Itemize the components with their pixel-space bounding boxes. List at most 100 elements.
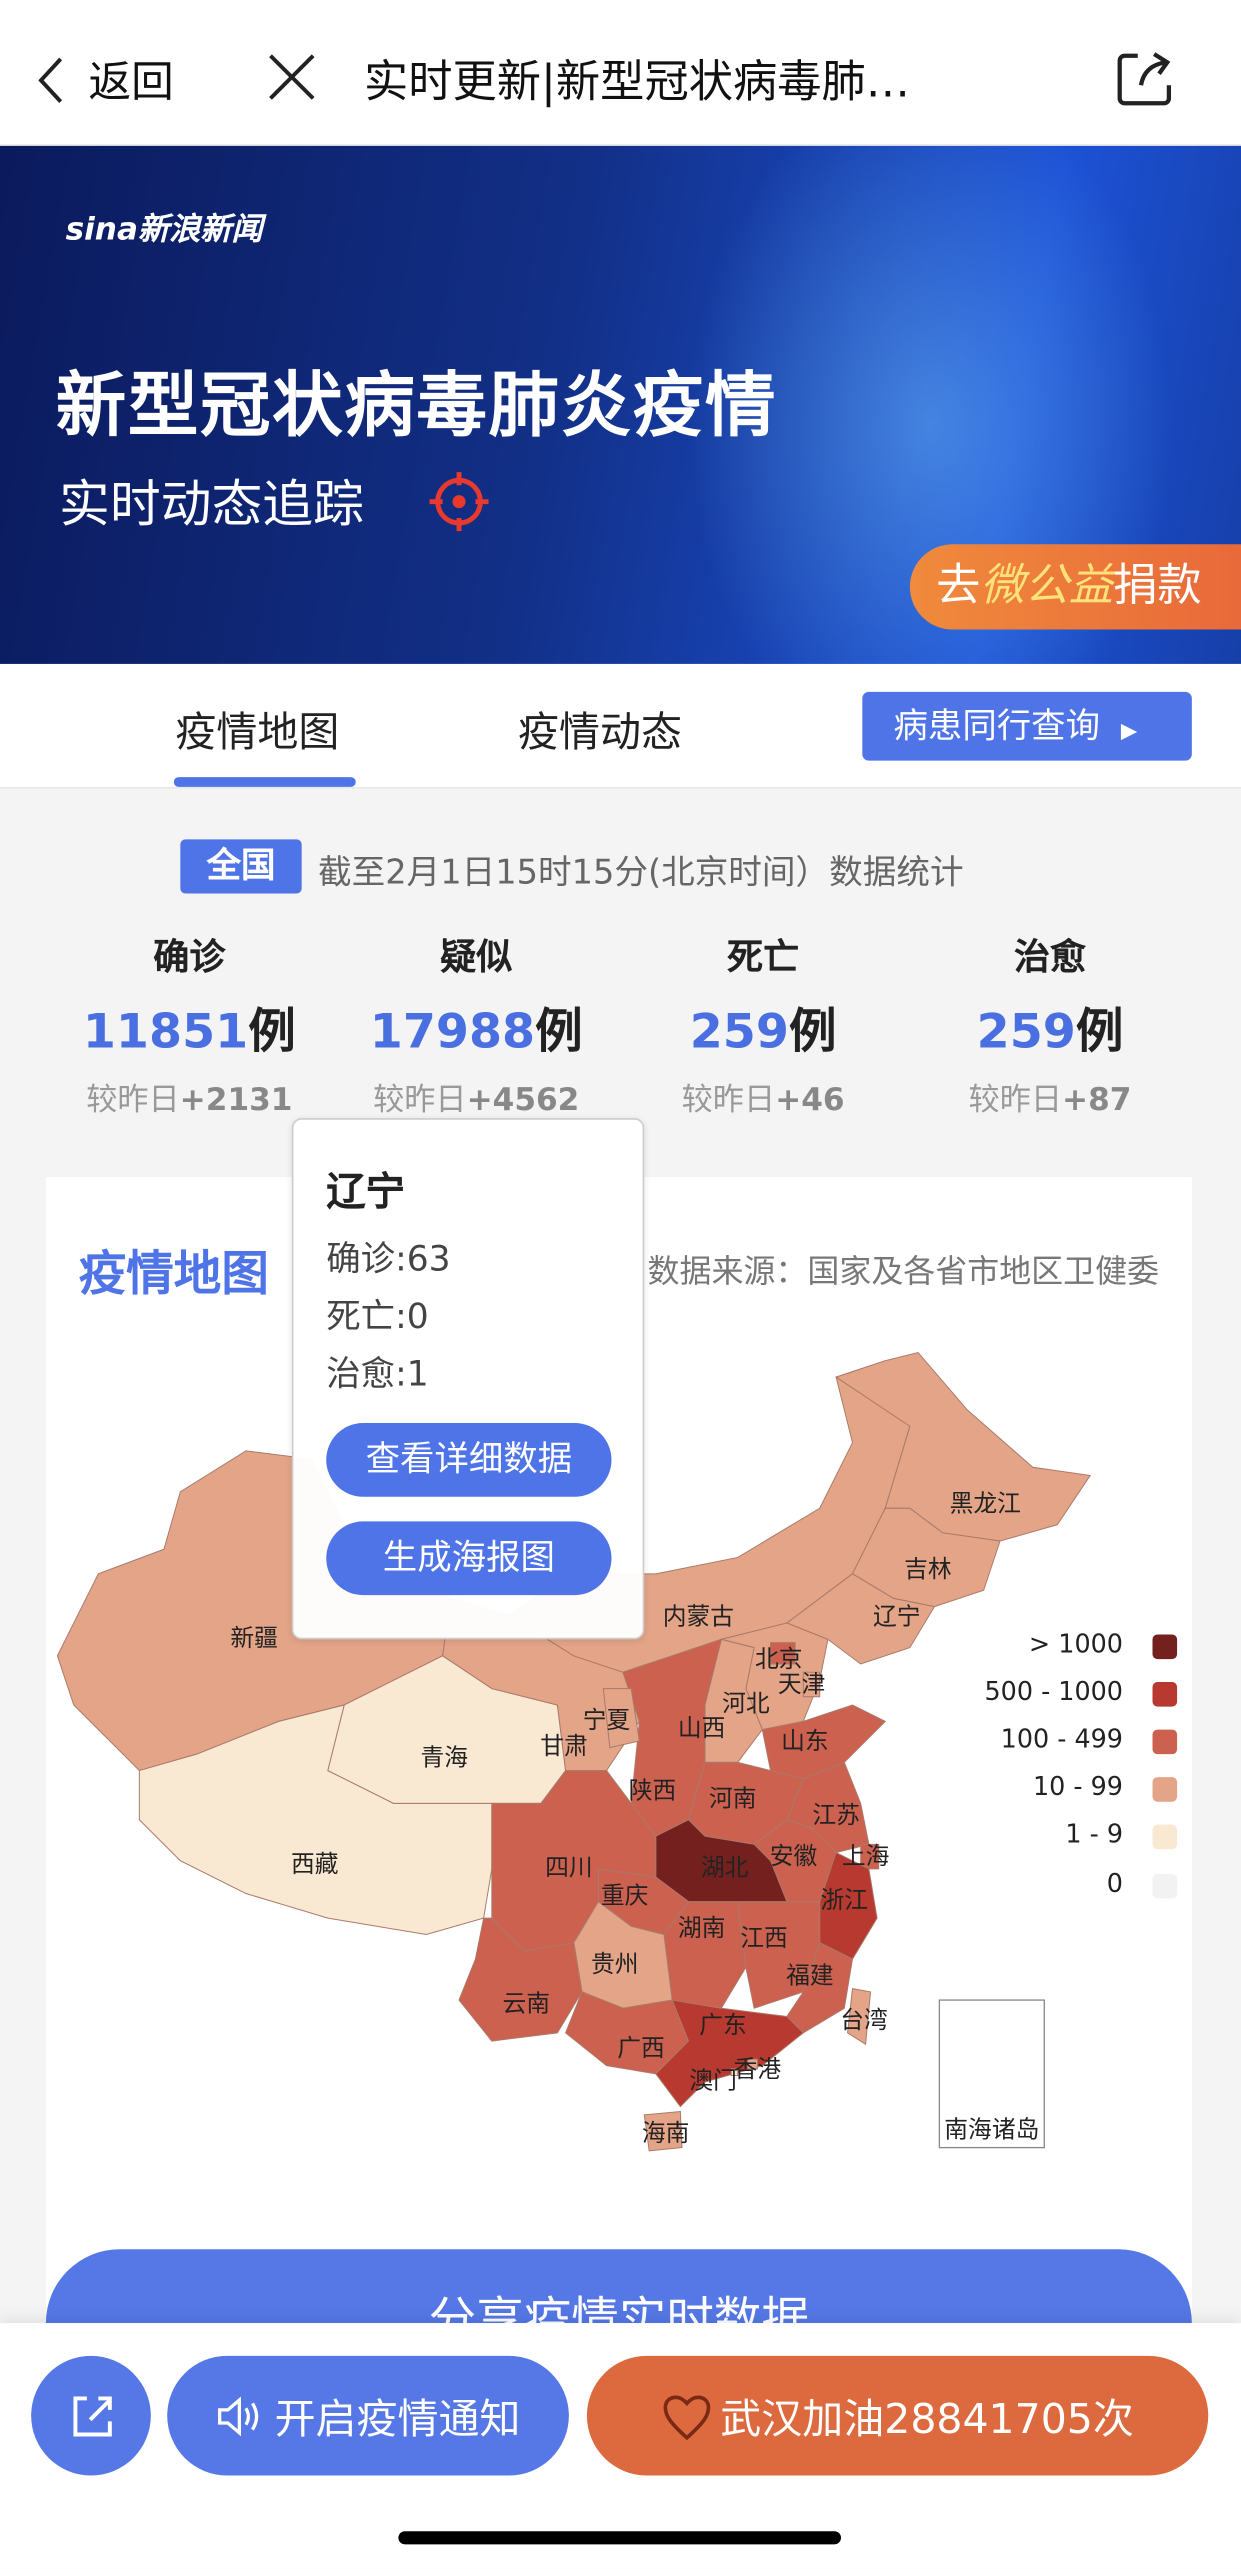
province-label: 西藏 [291,1850,339,1878]
view-details-button[interactable]: 查看详细数据 [326,1422,612,1497]
stat-delta: 较昨日+87 [907,1075,1194,1119]
province-region[interactable] [770,1642,796,1665]
compare-prefix: 较昨日 [681,1082,776,1119]
cheer-wuhan-button[interactable]: 武汉加油28841705次 [586,2355,1209,2476]
province-label: 四川 [545,1853,593,1881]
legend-swatch[interactable] [1152,1682,1178,1707]
province-label: 宁夏 [583,1706,631,1734]
province-region[interactable] [802,1671,821,1698]
province-region[interactable] [747,2058,758,2070]
stat-delta: 较昨日+46 [620,1075,907,1119]
stat-number: 17988 [369,1003,536,1060]
query-button-label: 病患同行查询 [893,706,1101,746]
donate-suffix: 捐款 [1113,560,1202,612]
province-region[interactable] [602,1688,640,1749]
speaker-icon [218,2395,259,2436]
province-label: 北京 [755,1645,803,1673]
compare-prefix: 较昨日 [86,1082,180,1119]
province-label: 山西 [678,1714,726,1742]
stat-value: 259例 [907,993,1194,1062]
province-label: 黑龙江 [950,1489,1021,1517]
tooltip-confirmed: 确诊:63 [326,1239,451,1279]
enable-notification-button[interactable]: 开启疫情通知 [167,2355,569,2476]
stat-3: 治愈 259例 较昨日+87 [907,928,1194,1120]
province-region[interactable] [847,1988,872,2046]
province-label: 河南 [709,1785,757,1813]
stat-number: 11851 [82,1003,249,1060]
province-region[interactable] [643,2111,683,2152]
province-label: 江西 [740,1924,788,1952]
tab-epidemic-news[interactable]: 疫情动态 [518,708,683,756]
stat-0: 确诊 11851例 较昨日+2131 [46,928,333,1120]
legend-label: 500 - 1000 [984,1677,1123,1707]
sina-logo: sina新浪新闻 [65,211,263,248]
patient-trip-query-button[interactable]: 病患同行查询 ▶ [862,691,1192,761]
province-label: 上海 [842,1842,890,1870]
back-label: 返回 [88,59,174,109]
legend-swatch[interactable] [1152,1824,1178,1850]
donate-brand: 微公益 [980,560,1114,612]
province-label: 海南 [642,2119,690,2147]
stat-number: 259 [976,1003,1076,1060]
south-china-sea-inset [938,1999,1045,2149]
donate-button[interactable]: 去微公益捐款 [909,544,1241,630]
province-label: 辽宁 [873,1603,921,1631]
province-label: 陕西 [629,1776,677,1804]
stat-value: 259例 [620,993,907,1062]
legend-label: 100 - 499 [1000,1724,1123,1755]
stat-number: 259 [689,1003,789,1060]
generate-poster-button[interactable]: 生成海报图 [326,1521,612,1596]
back-button[interactable]: 返回 [36,49,174,110]
banner-subtitle: 实时动态追踪 [59,475,364,535]
bottom-action-bar: 开启疫情通知 武汉加油28841705次 [0,2323,1241,2569]
legend-swatch[interactable] [1152,1873,1178,1899]
province-region[interactable] [860,1843,880,1870]
legend-swatch[interactable] [1152,1777,1178,1802]
province-tooltip: 辽宁 确诊:63 死亡:0 治愈:1 查看详细数据 生成海报图 [291,1118,645,1640]
province-label: 福建 [786,1962,834,1990]
province-label: 安徽 [770,1842,818,1870]
stat-label: 死亡 [727,937,800,979]
stat-label: 疑似 [440,937,513,979]
province-region[interactable] [458,1917,583,2042]
tooltip-cured: 治愈:1 [326,1354,429,1394]
banner: sina新浪新闻 新型冠状病毒肺炎疫情 实时动态追踪 去微公益捐款 [0,145,1241,664]
cheer-label: 武汉加油28841705次 [720,2394,1134,2442]
close-icon[interactable] [267,52,316,101]
province-label: 吉林 [904,1555,952,1583]
province-label: 湖南 [678,1914,726,1942]
province-label: 青海 [421,1744,469,1772]
stat-value: 17988例 [333,993,620,1062]
stat-1: 疑似 17988例 较昨日+4562 [333,928,620,1120]
province-label: 湖北 [701,1853,749,1881]
tooltip-province: 辽宁 [326,1168,405,1215]
province-label: 香港 [734,2055,782,2083]
province-region[interactable] [730,2068,739,2076]
stat-unit: 例 [788,1003,837,1060]
tooltip-deaths: 死亡:0 [326,1296,429,1337]
legend-swatch[interactable] [1152,1729,1178,1755]
province-label: 河北 [722,1689,770,1717]
legend-label: > 1000 [1028,1629,1123,1660]
delta-value: +87 [1062,1082,1132,1119]
tab-epidemic-map[interactable]: 疫情地图 [175,708,340,756]
province-label: 澳门 [689,2067,737,2095]
chevron-left-icon [38,56,63,103]
page-title: 实时更新|新型冠状病毒肺… [363,57,911,109]
banner-title: 新型冠状病毒肺炎疫情 [55,365,778,448]
share-icon [72,2395,111,2436]
share-button[interactable] [31,2355,151,2476]
legend-label: 10 - 99 [1032,1772,1123,1802]
stat-delta: 较昨日+4562 [333,1075,620,1119]
donate-prefix: 去 [936,560,981,612]
stat-unit: 例 [1075,1003,1124,1060]
province-label: 广西 [617,2034,665,2062]
province-label: 天津 [778,1670,826,1698]
nav-header: 返回 实时更新|新型冠状病毒肺… [0,0,1241,146]
stat-value: 11851例 [46,993,333,1062]
province-label: 台湾 [840,2006,888,2034]
share-icon[interactable] [1115,49,1174,108]
province-label: 贵州 [591,1950,639,1978]
compare-prefix: 较昨日 [373,1082,467,1119]
legend-swatch[interactable] [1152,1634,1178,1660]
